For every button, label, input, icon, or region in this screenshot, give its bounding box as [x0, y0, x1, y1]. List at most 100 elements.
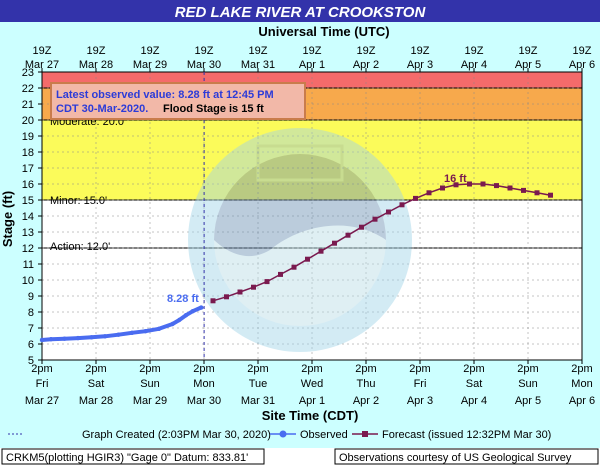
forecast-point [494, 183, 499, 189]
bottom-tick-hour: 2pm [571, 363, 592, 375]
bottom-tick-day: Mon [193, 378, 214, 390]
bottom-tick-day: Tue [249, 378, 268, 390]
bottom-tick-date: Mar 31 [241, 395, 275, 407]
forecast-point [480, 181, 486, 187]
observed-point [48, 337, 54, 342]
bottom-tick-hour: 2pm [139, 363, 160, 375]
top-tick-date: Mar 29 [133, 59, 167, 71]
bottom-tick-date: Mar 30 [187, 395, 221, 407]
bottom-tick-hour: 2pm [247, 363, 268, 375]
forecast-point [318, 248, 324, 254]
top-axis-labels: 19Z Mar 27 19Z Mar 28 19Z Mar 29 19Z Mar 30 19Z M… [25, 45, 595, 71]
bottom-tick-hour: 2pm [463, 363, 484, 375]
bottom-tick-day: Sun [140, 378, 160, 390]
bottom-tick-hour: 2pm [301, 363, 322, 375]
observed-point [190, 309, 195, 314]
bottom-tick-day: Sun [518, 378, 538, 390]
top-tick-hour: 19Z [303, 45, 322, 57]
top-tick-date: Apr 3 [407, 59, 433, 71]
bottom-tick-date: Apr 5 [515, 395, 541, 407]
bottom-tick-day: Fri [414, 378, 427, 390]
bottom-tick-day: Sat [466, 378, 483, 390]
title-bar [0, 0, 600, 22]
observed-point [177, 317, 182, 323]
noaa-seal-inner [214, 154, 386, 326]
bottom-tick-hour: 2pm [85, 363, 106, 375]
forecast-point [359, 224, 364, 230]
footer-bar [0, 448, 600, 465]
x-axis-title: Site Time (CDT) [262, 408, 359, 423]
y-tick-label: 16 [22, 179, 34, 191]
bottom-tick-hour: 2pm [355, 363, 376, 375]
y-tick-label: 15 [22, 195, 34, 207]
bottom-tick-day: Wed [301, 378, 323, 390]
noaa-wordmark-box [256, 144, 344, 182]
footer-datum: CRKM5(plotting HGIR3) "Gage 0" Datum: 83… [6, 452, 248, 464]
bottom-tick-date: Apr 3 [407, 395, 433, 407]
bottom-tick-hour: 2pm [409, 363, 430, 375]
forecast-point [413, 195, 418, 201]
y-tick-label: 21 [22, 99, 34, 111]
forecast-point [548, 192, 553, 198]
forecast-point [426, 190, 432, 196]
observed-point [143, 329, 148, 334]
forecast-point [332, 240, 337, 246]
forecast-point [264, 279, 270, 285]
top-tick-date: Mar 27 [25, 59, 59, 71]
forecast-point [440, 185, 445, 191]
bottom-axis-labels: 2pm Fri Mar 27 2pm Sat Mar 28 2pm Sun Mar 29 2pm M… [25, 363, 595, 407]
bottom-tick-hour: 2pm [31, 363, 52, 375]
forecast-point [534, 190, 540, 196]
forecast-point [345, 232, 351, 238]
y-tick-label: 18 [22, 147, 34, 159]
y-axis: 5 6 7 8 9 10 11 12 13 14 15 16 17 18 19 20 21 22 23 [22, 67, 42, 367]
forecast-peak-label: 16 ft [444, 173, 467, 185]
y-tick-label: 10 [22, 275, 34, 287]
bottom-tick-day: Mon [571, 378, 592, 390]
forecast-point [507, 185, 513, 191]
forecast-point [237, 289, 243, 295]
y-tick-label: 12 [22, 243, 34, 255]
forecast-point [224, 294, 229, 300]
bottom-tick-date: Mar 29 [133, 395, 167, 407]
legend-forecast-marker [362, 431, 368, 437]
action-stage-label: Action: 12.0' [50, 241, 110, 253]
top-tick-hour: 19Z [195, 45, 214, 57]
observed-point [156, 326, 162, 331]
y-axis-title: Stage (ft) [0, 191, 15, 247]
bottom-tick-date: Mar 28 [79, 395, 113, 407]
bottom-tick-date: Apr 1 [299, 395, 325, 407]
forecast-point [210, 298, 216, 304]
bottom-tick-day: Sat [88, 378, 105, 390]
info-box-line2: CDT 30-Mar-2020. [56, 103, 148, 115]
top-tick-hour: 19Z [357, 45, 376, 57]
forecast-point [399, 202, 405, 208]
legend-created-label: Graph Created (2:03PM Mar 30, 2020) [82, 429, 271, 441]
top-tick-date: Mar 28 [79, 59, 113, 71]
bottom-tick-hour: 2pm [193, 363, 214, 375]
top-tick-date: Mar 30 [187, 59, 221, 71]
forecast-point [278, 271, 283, 277]
forecast-point [386, 209, 391, 215]
y-tick-label: 14 [22, 211, 34, 223]
y-tick-label: 5 [28, 355, 34, 367]
observed-point [170, 321, 175, 327]
top-tick-date: Apr 2 [353, 59, 379, 71]
info-box-frame [50, 82, 306, 120]
legend-forecast-label: Forecast (issued 12:32PM Mar 30) [382, 429, 551, 441]
forecast-point [372, 216, 378, 222]
observed-points [39, 305, 204, 343]
observed-point [39, 337, 45, 343]
y-tick-label: 8 [28, 307, 34, 319]
top-tick-date: Mar 31 [241, 59, 275, 71]
legend: Graph Created (2:03PM Mar 30, 2020) Obse… [8, 429, 551, 441]
chart-title: RED LAKE RIVER AT CROOKSTON [175, 4, 427, 21]
top-tick-hour: 19Z [411, 45, 430, 57]
info-box: Latest observed value: 8.28 ft at 12:45 … [50, 82, 306, 120]
y-tick-label: 11 [23, 259, 34, 271]
y-tick-label: 23 [22, 67, 34, 79]
top-tick-date: Apr 1 [299, 59, 325, 71]
y-tick-label: 9 [28, 291, 34, 303]
legend-observed-marker [279, 430, 287, 438]
